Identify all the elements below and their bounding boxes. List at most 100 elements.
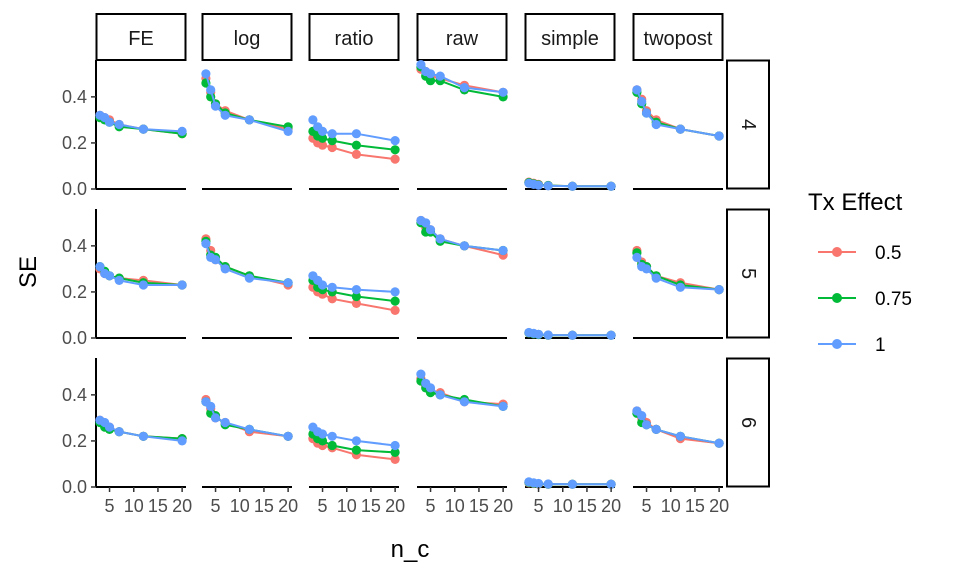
point-1 [651,273,661,283]
panel-6-simple [524,477,616,489]
point-1 [606,330,616,340]
point-1 [543,181,553,191]
point-1 [220,417,230,428]
y-axis-title: SE [15,256,42,288]
panel-5-twopost [632,245,724,339]
strip-label-FE: FE [128,28,154,50]
point-1 [637,96,647,107]
panel-6-raw [416,369,508,488]
point-1 [425,383,436,393]
point-1 [435,390,445,400]
x-tick-label: 5 [105,496,115,516]
panel-6-FE [95,358,187,488]
point-1 [206,85,216,95]
point-1 [317,429,328,439]
panel-5-log [201,234,293,339]
point-1 [606,479,616,489]
x-tick-label: 10 [445,496,465,516]
y-tick-label: 0.4 [62,385,87,405]
point-1 [104,422,115,432]
point-1 [543,479,553,489]
panel-4-simple [524,177,616,191]
strip-box-log [201,13,293,61]
point-1 [138,280,148,290]
point-1 [220,264,230,274]
panel-5-simple [524,327,616,340]
strip-box-twopost [632,13,724,61]
point-1 [567,181,578,191]
point-1 [435,71,445,81]
point-1 [498,401,508,411]
legend-label: 1 [875,335,886,356]
point-0.5 [390,454,400,464]
x-tick-label: 20 [278,496,298,516]
legend-key-point [832,247,842,257]
point-1 [675,282,686,292]
point-0.75 [327,136,337,146]
panel-4-twopost [632,85,724,190]
point-0.75 [317,133,328,143]
y-tick-label: 0.2 [62,133,87,153]
strip-box-raw [416,13,508,61]
panel-6-log [201,394,293,488]
x-tick-label: 15 [685,496,705,516]
legend-label: 0.5 [875,243,901,264]
point-1 [104,117,115,127]
y-tick-label: 0.4 [62,87,87,107]
legend-key-point [832,293,842,303]
point-1 [567,479,578,489]
point-1 [138,124,148,134]
point-1 [317,280,328,290]
legend-label: 0.75 [875,289,912,310]
strip-label-ratio: ratio [335,28,374,50]
x-tick-label: 5 [318,496,328,516]
point-1 [114,119,124,130]
point-1 [533,180,544,190]
point-1 [283,278,293,288]
x-tick-label: 15 [254,496,274,516]
point-1 [421,218,431,228]
point-0.75 [327,440,337,451]
point-1 [637,411,647,421]
point-1 [675,431,686,441]
x-tick-label: 10 [124,496,144,516]
panel-4-ratio [308,115,400,190]
point-1 [567,330,578,340]
point-0.5 [327,142,337,153]
point-1 [244,115,254,125]
point-1 [425,225,436,235]
point-1 [425,69,436,79]
x-tick-label: 5 [534,496,544,516]
point-1 [533,478,544,489]
column-strips: FE log ratio raw simple twopost [95,13,724,61]
point-1 [201,239,211,249]
row-strip-label-4: 4 [737,119,759,130]
y-tick-label: 0.0 [62,328,87,348]
x-tick-label: 20 [493,496,513,516]
legend-title: Tx Effect [808,189,903,216]
point-1 [210,101,221,111]
x-tick-label: 5 [426,496,436,516]
row-strip-box-5 [726,208,770,339]
point-1 [351,436,361,446]
y-tick-label: 0.2 [62,431,87,451]
point-1 [606,181,616,191]
y-tick-label: 0.4 [62,236,87,256]
point-1 [714,131,724,141]
panel-6-ratio [308,422,400,488]
point-1 [308,115,318,125]
axes: 0.00.20.40.00.20.40.00.20.45 10 15 20 5 10 15 2… [62,87,729,516]
strip-box-simple [524,13,616,61]
point-1 [632,85,642,95]
point-1 [114,275,124,285]
point-1 [201,69,211,79]
x-tick-label: 20 [601,496,621,516]
row-strip-label-5: 5 [737,268,759,279]
panel-6-twopost [632,406,724,488]
strip-box-FE [95,13,187,61]
point-1 [641,264,652,274]
x-tick-label: 15 [469,496,489,516]
point-1 [210,413,221,423]
point-0.5 [390,154,400,164]
